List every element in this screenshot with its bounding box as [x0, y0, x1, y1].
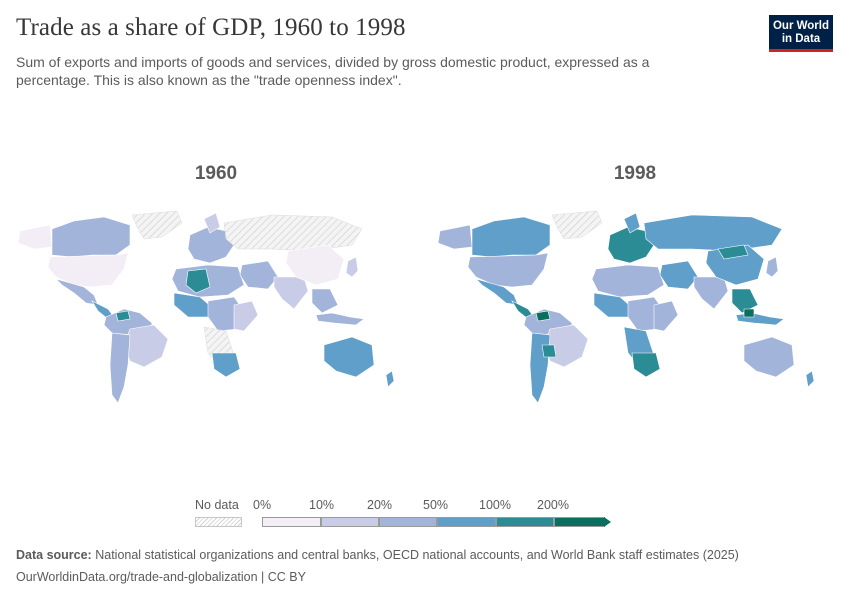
map-legend: No data 0% 10% 20% 50% 100% 200%	[195, 498, 625, 538]
algeria-region[interactable]	[185, 268, 211, 294]
south-america-south-region[interactable]	[109, 332, 131, 404]
legend-arrow-icon	[604, 517, 611, 527]
data-source-label: Data source:	[16, 548, 92, 562]
australia-region[interactable]	[743, 336, 795, 378]
scandinavia-region[interactable]	[623, 212, 641, 234]
indonesia-region[interactable]	[735, 312, 785, 326]
middle-east-region[interactable]	[659, 260, 699, 290]
indonesia-region[interactable]	[315, 312, 365, 326]
china-region[interactable]	[285, 244, 345, 286]
paraguay-region[interactable]	[541, 344, 557, 358]
new-zealand-region[interactable]	[805, 370, 815, 388]
mexico-region[interactable]	[54, 278, 99, 306]
china-region[interactable]	[705, 244, 765, 286]
east-africa-region[interactable]	[233, 300, 259, 332]
australia-region[interactable]	[323, 336, 375, 378]
southeast-asia-region[interactable]	[311, 288, 339, 314]
japan-region[interactable]	[765, 256, 779, 278]
chart-title: Trade as a share of GDP, 1960 to 1998	[16, 14, 406, 41]
legend-no-data-label: No data	[195, 498, 239, 512]
legend-bin-20-50[interactable]	[379, 517, 437, 527]
mexico-region[interactable]	[474, 278, 519, 306]
venezuela-region[interactable]	[115, 310, 131, 322]
legend-tick-2: 20%	[367, 498, 393, 512]
japan-region[interactable]	[345, 256, 359, 278]
footer-url[interactable]: OurWorldinData.org/trade-and-globalizati…	[16, 570, 306, 584]
venezuela-region[interactable]	[535, 310, 551, 322]
greenland-region[interactable]	[551, 210, 603, 240]
legend-tick-5: 200%	[537, 498, 569, 512]
scandinavia-region[interactable]	[203, 212, 221, 234]
north-africa-region[interactable]	[591, 264, 665, 298]
alaska-region[interactable]	[437, 224, 473, 250]
map-title-1960: 1960	[194, 163, 238, 184]
legend-bin-0-10[interactable]	[262, 517, 321, 527]
logo-line-1: Our World	[772, 20, 829, 32]
canada-region[interactable]	[471, 216, 551, 258]
russia-region[interactable]	[643, 214, 783, 252]
legend-bin-100-200[interactable]	[496, 517, 554, 527]
chart-subtitle: Sum of exports and imports of goods and …	[16, 54, 650, 88]
india-region[interactable]	[693, 276, 729, 310]
logo-line-2: in Data	[781, 33, 821, 45]
data-source-text: National statistical organizations and c…	[95, 548, 739, 562]
legend-tick-1: 10%	[309, 498, 335, 512]
owid-logo[interactable]: Our World in Data	[769, 15, 833, 52]
ussr-region[interactable]	[223, 214, 363, 252]
brazil-region[interactable]	[123, 324, 169, 368]
east-africa-region[interactable]	[653, 300, 679, 332]
map-title-1998: 1998	[613, 163, 657, 184]
southern-africa-region[interactable]	[211, 352, 241, 378]
legend-tick-3: 50%	[423, 498, 449, 512]
mongolia-region[interactable]	[717, 244, 749, 260]
legend-bin-10-20[interactable]	[321, 517, 379, 527]
new-zealand-region[interactable]	[385, 370, 395, 388]
usa-region[interactable]	[47, 252, 129, 288]
usa-region[interactable]	[467, 252, 549, 288]
india-region[interactable]	[273, 276, 309, 310]
legend-bin-200-plus[interactable]	[554, 517, 605, 527]
southern-africa-region[interactable]	[631, 352, 661, 378]
greenland-region[interactable]	[131, 210, 183, 240]
legend-no-data-swatch[interactable]	[195, 517, 242, 527]
alaska-region[interactable]	[17, 224, 53, 250]
data-source: Data source: National statistical organi…	[16, 548, 739, 562]
malaysia-region[interactable]	[743, 308, 755, 318]
canada-region[interactable]	[51, 216, 131, 258]
middle-east-region[interactable]	[239, 260, 279, 290]
south-america-south-region[interactable]	[529, 332, 551, 404]
world-map-1960	[17, 210, 395, 404]
legend-bin-50-100[interactable]	[437, 517, 496, 527]
legend-tick-0: 0%	[253, 498, 272, 512]
world-map-1998	[437, 210, 815, 404]
legend-tick-4: 100%	[479, 498, 511, 512]
